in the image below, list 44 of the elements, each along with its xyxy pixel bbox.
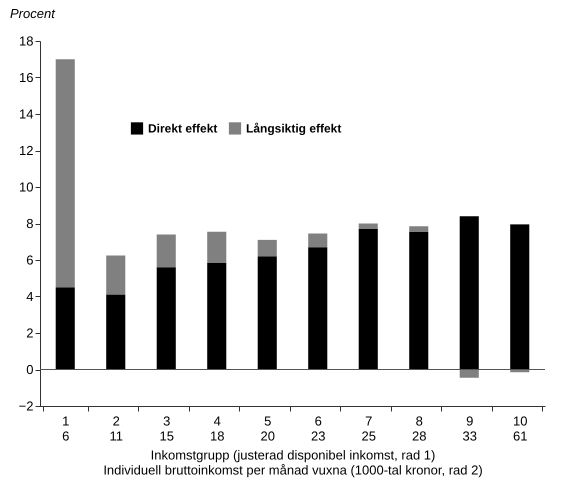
bar [156,234,176,268]
y-tick-label: 16 [19,70,34,85]
y-tick-label: 8 [26,216,34,231]
legend-label: Direkt effekt [148,121,218,136]
bar [56,287,75,370]
y-tick-label: 2 [26,326,34,340]
y-tick-label: 10 [19,180,34,194]
bar [460,216,479,370]
x-tick-label: 10 61 [513,414,528,444]
bar [358,228,378,370]
y-tick-label: 0 [26,362,34,377]
y-tick-label: 14 [19,106,34,122]
x-tick-label: 5 20 [260,414,275,444]
bar [156,267,176,370]
bar [308,234,328,248]
x-tick-label: 3 15 [160,414,174,444]
bar [207,262,226,370]
bar [258,256,277,370]
bar [460,370,479,378]
bar [510,224,530,370]
y-tick-label: 6 [26,252,34,268]
bar [56,59,75,288]
bar [258,240,277,256]
y-tick-label: 12 [19,143,34,158]
bar [409,226,428,232]
bar [308,247,328,370]
bar [409,232,428,370]
x-axis-title: Inkomstgrupp (justerad disponibel inkomst, rad 1) Individuell bruttoinkomst per månad vuxna (1000-tal kronor, rad 2) [103,448,483,478]
x-tick-label: 9 33 [462,414,477,444]
bar [106,294,126,370]
legend-label: Långsiktig effekt [246,121,342,136]
x-tick-label: 7 25 [362,414,376,444]
x-tick-label: 2 11 [110,414,123,444]
x-tick-label: 8 28 [412,414,426,444]
y-tick-label: 18 [19,34,34,48]
bar [358,224,378,229]
y-tick-label: −2 [18,398,34,414]
bar [207,232,226,263]
x-tick-label: 4 18 [210,414,224,444]
bar [106,255,126,295]
y-axis-title: Procent [10,6,56,21]
x-tick-label: 1 6 [62,414,70,444]
y-tick-label: 4 [26,289,34,304]
x-tick-label: 6 23 [311,414,326,444]
